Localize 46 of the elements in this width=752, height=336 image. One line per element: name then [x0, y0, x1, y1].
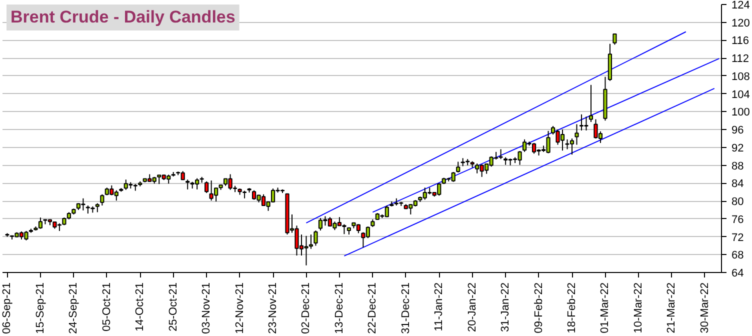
y-tick-label: 88 [732, 160, 744, 172]
x-tick-label: 18-Feb-22 [566, 282, 578, 334]
candlestick [612, 33, 617, 46]
y-tick-label: 124 [732, 0, 750, 12]
y-tick-label: 76 [732, 214, 744, 226]
x-tick-label: 01-Mar-22 [599, 282, 612, 334]
x-tick-label: 12-Nov-21 [234, 282, 246, 334]
candlestick [204, 180, 209, 194]
y-tick-label: 72 [732, 232, 744, 244]
x-tick-label: 22-Dec-21 [366, 282, 379, 334]
chart-title: Brent Crude - Daily Candles [10, 8, 236, 26]
x-tick-label: 15-Sep-21 [34, 282, 46, 334]
x-tick-label: 05-Oct-21 [100, 282, 113, 332]
x-tick-label: 10-Mar-22 [632, 282, 644, 334]
x-tick-label: 11-Jan-22 [433, 282, 446, 332]
y-tick-label: 68 [732, 250, 744, 262]
candlestick [588, 84, 594, 122]
y-tick-label: 80 [732, 196, 744, 208]
x-tick-label: 31-Jan-22 [500, 282, 512, 332]
y-tick-label: 104 [732, 88, 750, 101]
x-tick-label: 30-Mar-22 [698, 282, 711, 334]
x-tick-label: 06-Sep-21 [1, 282, 14, 334]
x-tick-label: 03-Nov-21 [200, 282, 213, 334]
x-tick-label: 21-Mar-22 [666, 282, 678, 334]
x-tick-label: 24-Sep-21 [68, 282, 80, 334]
x-tick-label: 23-Nov-21 [267, 282, 280, 334]
y-tick-label: 120 [732, 17, 750, 30]
y-tick-label: 116 [732, 35, 750, 48]
y-tick-label: 96 [732, 124, 744, 137]
x-tick-label: 31-Dec-21 [400, 282, 412, 334]
y-tick-label: 92 [732, 142, 744, 154]
x-tick-label: 25-Oct-21 [167, 282, 180, 332]
candlestick [100, 194, 104, 206]
candlestick [456, 161, 460, 173]
x-tick-label: 14-Oct-21 [134, 282, 146, 332]
y-tick-label: 112 [732, 53, 750, 66]
x-tick-label: 20-Jan-22 [466, 282, 478, 332]
y-tick-label: 108 [732, 70, 750, 83]
y-tick-label: 64 [732, 268, 744, 280]
candlestick [574, 124, 579, 146]
candlestick [314, 230, 318, 246]
x-tick-label: 13-Dec-21 [333, 282, 346, 334]
x-tick-label: 02-Dec-21 [300, 282, 312, 334]
x-tick-label: 09-Feb-22 [532, 282, 545, 334]
y-tick-label: 84 [732, 178, 744, 190]
y-tick-label: 100 [732, 106, 750, 119]
